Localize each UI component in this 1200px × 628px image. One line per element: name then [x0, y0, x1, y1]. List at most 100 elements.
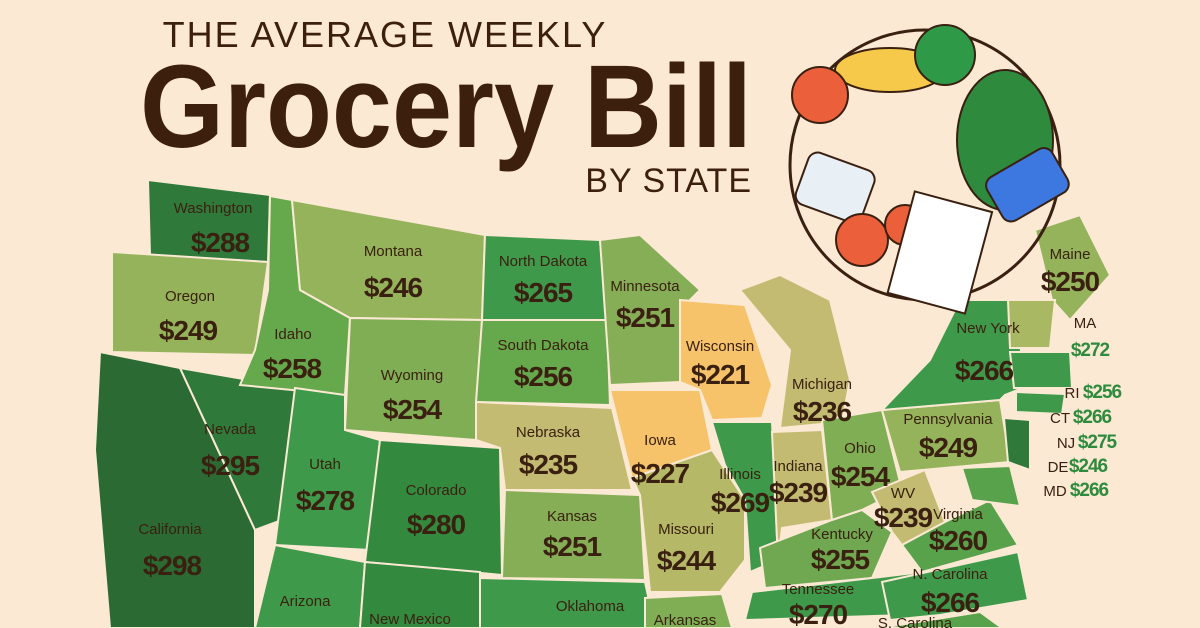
state-price: $254	[383, 394, 443, 425]
state-name: Kentucky	[811, 526, 873, 543]
state-name: Nebraska	[516, 424, 581, 441]
state-az	[253, 543, 367, 628]
state-price: $251	[543, 531, 602, 562]
state-name: Michigan	[792, 376, 852, 393]
state-price: $288	[191, 227, 250, 258]
state-mo	[630, 448, 746, 593]
state-name: Utah	[309, 456, 341, 473]
state-name: Kansas	[547, 508, 597, 525]
state-ma	[1008, 351, 1074, 389]
state-name: California	[138, 521, 202, 538]
kicker: THE AVERAGE WEEKLY	[163, 14, 608, 55]
state-md-de	[960, 464, 1022, 508]
state-price: $221	[691, 359, 750, 390]
state-price: $244	[657, 545, 717, 576]
tomato	[835, 213, 889, 267]
state-price: $239	[874, 502, 933, 533]
state-price: $272	[1071, 340, 1110, 361]
state-name: Oregon	[165, 288, 215, 305]
state-il	[710, 421, 780, 574]
orange	[791, 66, 849, 124]
state-price: $254	[831, 461, 891, 492]
state-name: North Dakota	[499, 253, 588, 270]
state-name: Montana	[364, 243, 423, 260]
state-va	[900, 498, 1020, 574]
state-price: $251	[616, 302, 675, 333]
state-price: $235	[519, 449, 578, 480]
receipt	[886, 190, 994, 315]
map	[93, 178, 1112, 628]
state-price: $258	[263, 353, 322, 384]
state-price: $298	[143, 550, 202, 581]
state-name: Washington	[174, 200, 253, 217]
state-sd	[474, 319, 612, 407]
state-name: Virginia	[933, 506, 983, 523]
state-name: Pennsylvania	[903, 411, 993, 428]
state-wi	[679, 298, 774, 422]
state-price: $295	[201, 450, 260, 481]
state-name: MA	[1074, 315, 1097, 332]
state-ks	[500, 488, 647, 582]
state-name: S. Carolina	[878, 615, 953, 628]
state-me	[1033, 213, 1112, 322]
state-price: $236	[793, 396, 852, 427]
state-labels: Washington $288 Oregon $249 Idaho $258 Montana…	[138, 200, 1122, 628]
state-name: Idaho	[274, 326, 312, 343]
state-price: $266	[1070, 480, 1109, 501]
state-price: $266	[1073, 407, 1112, 428]
state-name: RI	[1065, 385, 1080, 402]
state-name: N. Carolina	[912, 566, 988, 583]
state-name: Ohio	[844, 440, 876, 457]
state-price: $250	[1041, 266, 1100, 297]
state-nm	[358, 560, 481, 628]
state-name: Arizona	[280, 593, 332, 610]
state-price: $269	[711, 487, 770, 518]
state-name: Maine	[1050, 246, 1091, 263]
state-price: $266	[921, 587, 980, 618]
apple	[914, 24, 976, 86]
state-mi	[738, 273, 852, 430]
state-nj	[1002, 416, 1031, 472]
state-name: Iowa	[644, 432, 676, 449]
state-name: Wyoming	[381, 367, 443, 384]
state-price: $239	[769, 477, 828, 508]
state-price: $249	[919, 432, 978, 463]
state-name: WV	[891, 485, 915, 502]
state-name: Tennessee	[782, 581, 855, 598]
state-name: Arkansas	[654, 612, 717, 628]
state-price: $256	[514, 361, 573, 392]
state-price: $249	[159, 315, 218, 346]
state-in	[770, 428, 834, 561]
state-price: $266	[955, 355, 1014, 386]
state-name: Missouri	[658, 521, 714, 538]
state-name: DE	[1048, 459, 1069, 476]
state-vt-nh	[1006, 299, 1057, 349]
grocery-illustration	[788, 24, 1070, 315]
soda	[985, 147, 1070, 223]
state-name: Nevada	[204, 421, 256, 438]
state-ct-ri	[1015, 390, 1067, 416]
state-name: CT	[1050, 410, 1070, 427]
state-ar	[644, 592, 734, 628]
state-price: $227	[631, 458, 690, 489]
state-price: $255	[811, 544, 870, 575]
can	[794, 151, 876, 224]
state-price: $246	[364, 272, 423, 303]
title: Grocery Bill	[140, 41, 752, 173]
state-name: New York	[956, 320, 1020, 337]
state-nc	[880, 550, 1030, 622]
state-sc	[879, 610, 1004, 628]
state-name: NJ	[1057, 435, 1075, 452]
state-name: Oklahoma	[556, 598, 625, 615]
state-price: $275	[1078, 432, 1118, 453]
state-name: South Dakota	[498, 337, 590, 354]
state-name: Colorado	[406, 482, 467, 499]
state-price: $256	[1083, 382, 1122, 403]
state-price: $265	[514, 277, 573, 308]
state-co	[363, 438, 504, 577]
state-price: $280	[407, 509, 466, 540]
state-price: $260	[929, 525, 988, 556]
state-price: $278	[296, 485, 355, 516]
state-name: Indiana	[773, 458, 823, 475]
state-name: New Mexico	[369, 611, 451, 628]
